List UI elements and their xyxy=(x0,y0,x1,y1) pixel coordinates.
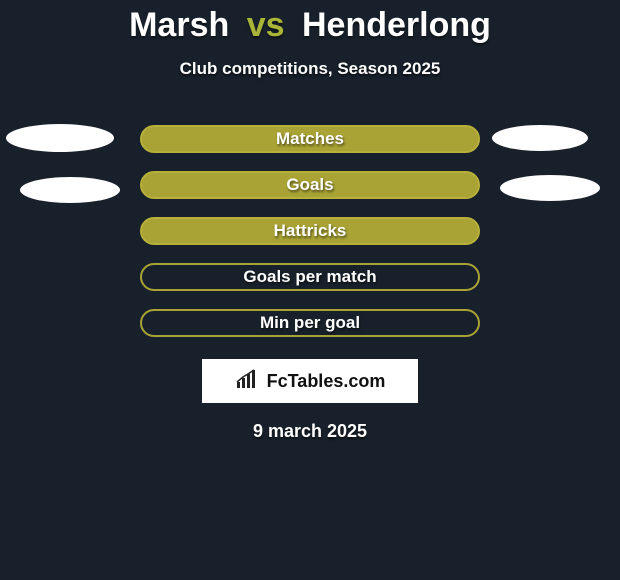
stat-bar: Goals per match xyxy=(140,263,480,291)
stat-row: 0Hattricks xyxy=(0,217,620,245)
footer-date: 9 march 2025 xyxy=(0,421,620,442)
stat-row: Goals per match xyxy=(0,263,620,291)
stat-bar: Min per goal xyxy=(140,309,480,337)
stat-label: Goals xyxy=(286,175,333,195)
chart-bars-icon xyxy=(235,368,261,395)
stat-label: Goals per match xyxy=(243,267,376,287)
branding-box: FcTables.com xyxy=(202,359,418,403)
player2-name: Henderlong xyxy=(302,6,491,44)
vs-separator: vs xyxy=(247,6,285,44)
stat-row: Min per goal xyxy=(0,309,620,337)
stat-bar: Hattricks xyxy=(140,217,480,245)
stat-row: 0Goals xyxy=(0,171,620,199)
stat-bar: Goals xyxy=(140,171,480,199)
stat-bar: Matches xyxy=(140,125,480,153)
stat-bars: 1Matches 0Goals 0Hattricks Goals per match M… xyxy=(0,125,620,337)
stat-row: 1Matches xyxy=(0,125,620,153)
stat-label: Hattricks xyxy=(274,221,347,241)
subtitle: Club competitions, Season 2025 xyxy=(0,59,620,79)
page-title: Marsh vs Henderlong xyxy=(0,0,620,45)
stat-label: Matches xyxy=(276,129,344,149)
branding-text: FcTables.com xyxy=(267,371,386,392)
player1-name: Marsh xyxy=(129,6,229,44)
stat-label: Min per goal xyxy=(260,313,360,333)
